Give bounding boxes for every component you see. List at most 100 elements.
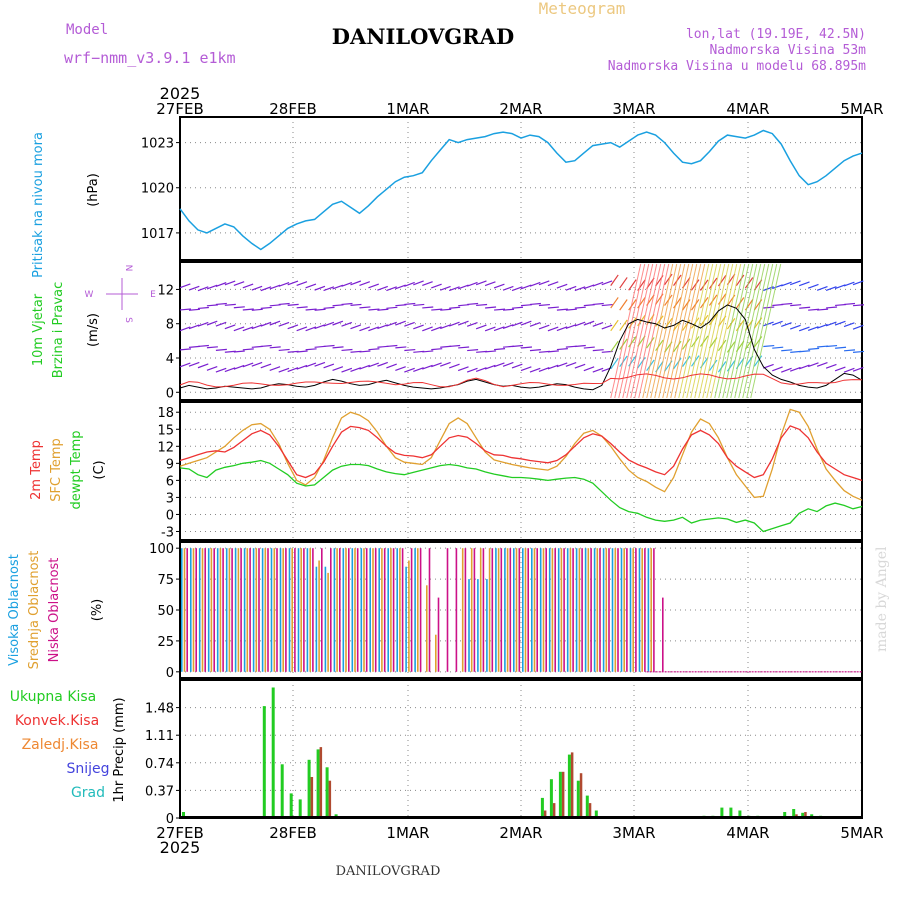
wind-arrow	[431, 362, 442, 368]
wind-arrow	[251, 308, 263, 311]
hatch-line	[686, 263, 718, 399]
cloud-bar	[237, 548, 240, 672]
wind-arrow	[475, 324, 487, 330]
wind-arrow	[798, 281, 810, 287]
cloud-bars	[181, 548, 664, 672]
wind-arrow	[341, 321, 353, 327]
wind-arrow	[682, 319, 691, 331]
hatch-line	[714, 263, 746, 399]
wind-arrow	[484, 281, 496, 287]
pressure-unit-label: (hPa)	[86, 173, 101, 207]
y-tick-label: 100	[149, 542, 174, 557]
cloud-bar	[491, 548, 494, 672]
cloud-bar	[479, 548, 482, 672]
wind-arrow	[484, 326, 496, 332]
wind-arrow	[673, 357, 682, 370]
wind-arrow	[556, 308, 568, 311]
y-tick-label: 1.11	[145, 729, 174, 744]
precip-bar-convective	[543, 810, 547, 818]
cloud-bar	[309, 548, 311, 672]
hatch-line	[666, 263, 698, 399]
y-tick-label: 12	[157, 283, 174, 298]
cloud-bar	[378, 548, 380, 672]
y-tick-label: 0	[166, 812, 174, 827]
wind-arrow	[798, 326, 810, 332]
cloud-bar	[216, 548, 219, 672]
wind-arrow	[287, 324, 299, 330]
panel: 1017 1020 1023 Pritisak na nivou mora (hPa)	[31, 116, 863, 278]
cloud-bar	[641, 548, 643, 672]
y-tick-label: -3	[161, 525, 174, 540]
wind-arrow	[682, 355, 691, 367]
precip-bar-total	[558, 771, 562, 818]
cloud-bar	[495, 548, 497, 672]
wind-arrow	[799, 350, 811, 353]
panel: 0 0.37 0.74 1.11 1.48 Ukupna Kisa Konvek.Kisa Z…	[10, 679, 863, 827]
wind-arrow	[511, 321, 523, 327]
hatch-line	[618, 263, 650, 399]
wind-arrow	[502, 324, 514, 330]
cloud-bar	[356, 548, 359, 672]
panel-border	[179, 116, 863, 261]
wind-arrow	[726, 341, 736, 353]
cloud-bar	[419, 548, 422, 672]
wind-arrow	[574, 306, 586, 309]
cloud-bar	[222, 548, 224, 672]
wind-arrow	[816, 323, 828, 329]
cloud-bar	[339, 548, 341, 672]
hatch-line	[726, 263, 758, 399]
wind-arrow	[350, 324, 362, 330]
wind-arrow	[341, 281, 353, 287]
wind-arrow	[619, 277, 628, 289]
panel: 0 25 50 75 100 Visoka Oblacnost Srednja Oblacn…	[7, 541, 863, 681]
cloud-bar	[569, 548, 572, 672]
hatch-line	[674, 263, 706, 399]
wind-arrow	[852, 350, 865, 353]
precip-bar-convective	[328, 780, 332, 818]
wind-arrow	[314, 361, 326, 367]
y-tick-label: 12	[157, 440, 174, 455]
cloud-bar	[392, 548, 395, 672]
wind-arrow	[350, 367, 362, 373]
y-tick-label: 0.74	[145, 757, 174, 772]
cloud-bar	[504, 548, 506, 672]
wind-arrow	[583, 284, 595, 290]
mid-cloud-axis-label: Srednja Oblacnost	[27, 551, 42, 670]
y-tick-label: 0	[166, 666, 174, 681]
cloud-bar	[363, 548, 365, 672]
cloud-bar	[632, 548, 634, 672]
precip-bar-total	[801, 812, 805, 818]
cloud-bar	[399, 548, 401, 672]
wind-arrow	[215, 348, 227, 351]
wind-arrow	[332, 284, 344, 290]
pressure-axis-label: Pritisak na nivou mora	[31, 132, 46, 278]
wind-arrow	[359, 306, 371, 309]
hatch-line	[742, 263, 774, 399]
precip-bar-total	[729, 807, 733, 818]
wind-arrow	[260, 363, 272, 369]
wind-barbs	[179, 273, 865, 373]
wind-arrow	[538, 367, 550, 372]
wind-unit-label: (m/s)	[86, 313, 101, 347]
cloud-bar	[282, 548, 284, 672]
wind-arrow	[484, 364, 496, 370]
year-top: 2025	[160, 84, 201, 103]
temp-unit-label: (C)	[92, 460, 107, 479]
cloud-bar	[635, 548, 637, 672]
wind-arrow	[798, 364, 810, 370]
wind-arrow	[422, 281, 433, 287]
cloud-bar	[249, 548, 251, 672]
wind-arrow	[350, 280, 362, 286]
wind-arrow	[431, 283, 442, 289]
wind-arrow	[852, 280, 864, 286]
precip-bar-total	[182, 812, 185, 818]
cloud-bar	[473, 548, 476, 672]
wind-arrow	[305, 283, 317, 289]
wind-arrow	[278, 282, 290, 287]
wind-arrow	[565, 308, 577, 311]
hatch-line	[718, 263, 750, 399]
y-tick-label: 15	[157, 423, 174, 438]
y-tick-label: 18	[157, 406, 174, 421]
hatch-line	[734, 263, 766, 399]
y-tick-label: 3	[166, 491, 174, 506]
